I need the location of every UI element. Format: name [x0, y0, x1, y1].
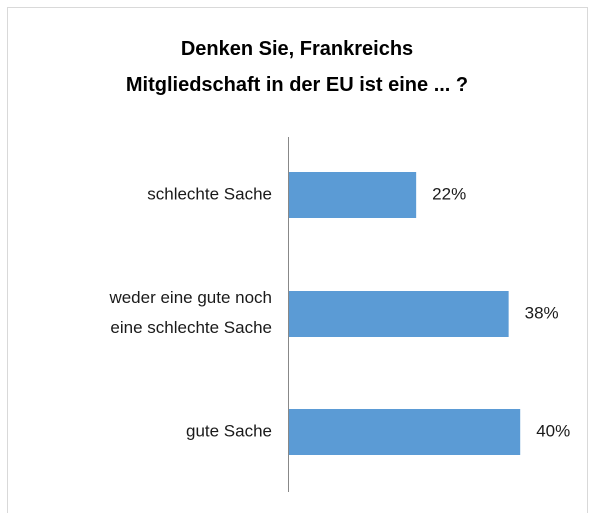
bar [289, 409, 521, 455]
category-label: schlechte Sache [147, 184, 272, 203]
data-label: 40% [536, 421, 570, 440]
chart-frame [7, 7, 588, 513]
category-label: weder eine gute noch eine schlechte Sache [108, 288, 272, 337]
bar [289, 172, 417, 218]
bar [289, 291, 509, 337]
data-label: 38% [525, 303, 559, 322]
chart-title: Denken Sie, Frankreichs Mitgliedschaft in… [126, 38, 468, 96]
data-label: 22% [432, 184, 466, 203]
category-label: gute Sache [186, 421, 272, 440]
